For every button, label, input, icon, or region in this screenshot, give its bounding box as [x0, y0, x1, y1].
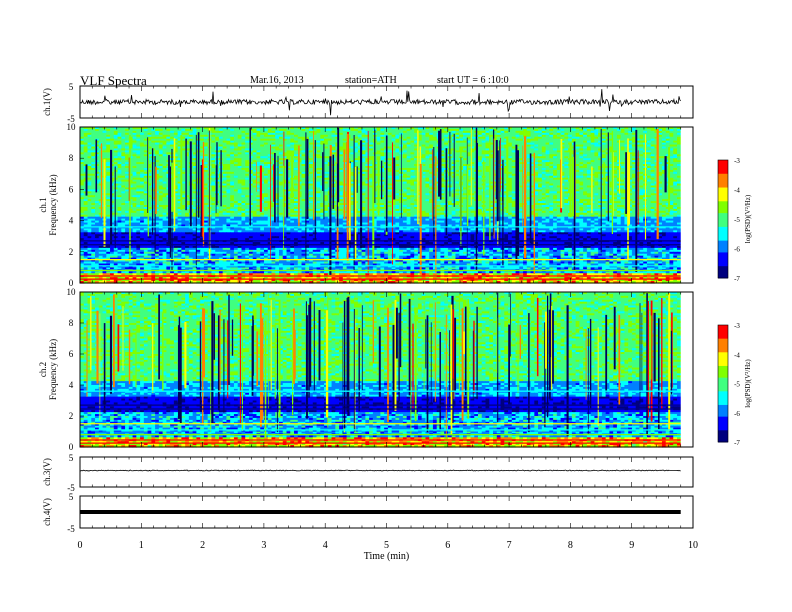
ch1-spectrogram [80, 127, 693, 284]
series-line [80, 89, 681, 115]
vlf-spectra-figure: 5-5ch.1(V)5-5ch.3(V)5-5ch.4(V)0246810ch.… [0, 0, 792, 612]
ch1-waveform [80, 89, 681, 115]
